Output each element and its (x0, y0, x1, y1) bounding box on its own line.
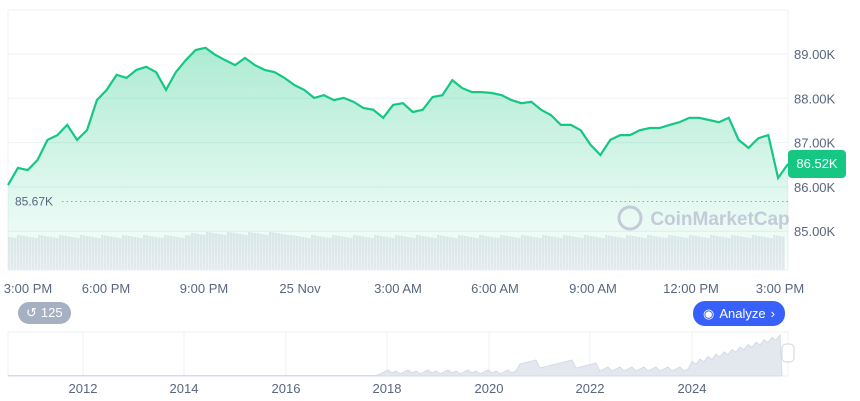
x-tick-label: 3:00 PM (756, 281, 804, 296)
overview-x-tick: 2016 (272, 381, 301, 396)
analyze-label: Analyze (719, 306, 766, 321)
current-price-badge: 86.52K (788, 149, 846, 178)
watermark-logo-icon (617, 205, 643, 231)
y-tick-label: 87.00K (794, 136, 836, 151)
x-tick-label: 6:00 AM (471, 281, 519, 296)
y-tick-label: 88.00K (794, 91, 836, 106)
history-badge[interactable]: ↺ 125 (18, 302, 71, 324)
overview-handle[interactable] (781, 343, 795, 363)
reference-label: 85.67K (15, 195, 53, 209)
x-tick-label: 6:00 PM (82, 281, 130, 296)
y-tick-label: 85.00K (794, 224, 836, 239)
price-area (8, 47, 788, 270)
overview-x-tick: 2022 (576, 381, 605, 396)
overview-x-tick: 2014 (170, 381, 199, 396)
x-tick-label: 9:00 PM (180, 281, 228, 296)
overview-x-tick: 2018 (373, 381, 402, 396)
overview-navigator (7, 331, 789, 377)
overview-x-tick: 2012 (69, 381, 98, 396)
overview-x-tick: 2020 (475, 381, 504, 396)
x-tick-label: 9:00 AM (569, 281, 617, 296)
history-icon: ↺ (26, 305, 37, 320)
history-count: 125 (40, 305, 63, 320)
analyze-button[interactable]: ◉ Analyze › (693, 301, 785, 326)
x-tick-label: 25 Nov (279, 281, 321, 296)
watermark: CoinMarketCap (650, 209, 789, 230)
y-tick-label: 89.00K (794, 47, 836, 62)
overview-area (7, 333, 783, 377)
x-tick-label: 3:00 PM (4, 281, 52, 296)
price-line (7, 46, 789, 186)
y-tick-label: 86.00K (794, 180, 836, 195)
x-tick-label: 3:00 AM (374, 281, 422, 296)
chevron-right-icon: › (770, 306, 775, 321)
overview-x-tick: 2024 (678, 381, 707, 396)
x-tick-label: 12:00 PM (663, 281, 719, 296)
cmc-ai-icon: ◉ (703, 306, 715, 321)
